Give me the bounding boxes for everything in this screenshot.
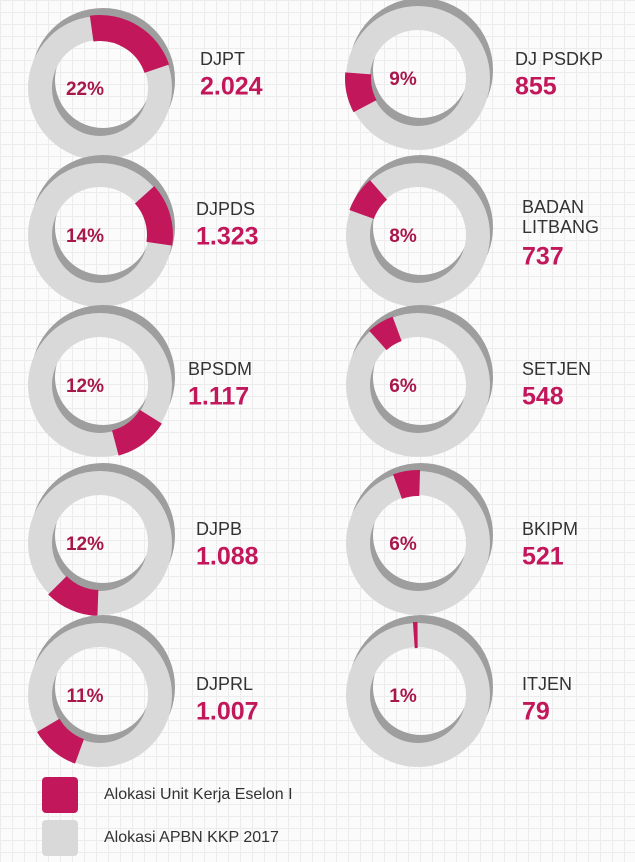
legend-swatch (42, 820, 78, 856)
unit-name: BPSDM (188, 359, 252, 379)
donut-segment (111, 409, 162, 456)
unit-amount: 548 (522, 383, 564, 411)
donut-segment (369, 316, 403, 351)
legend-label: Alokasi Unit Kerja Eselon I (104, 786, 293, 803)
unit-name: DJPT (200, 49, 245, 69)
donut-segment (349, 180, 388, 220)
unit-amount: 79 (522, 698, 550, 726)
donut-track (28, 471, 172, 615)
donut-segment (89, 15, 170, 74)
donut-segment (37, 718, 85, 764)
unit-name: SETJEN (522, 359, 591, 379)
unit-name: ITJEN (522, 674, 572, 694)
unit-name: DJPB (196, 519, 242, 539)
unit-amount: 855 (515, 73, 557, 101)
donut-track (346, 313, 490, 457)
unit-amount: 1.088 (196, 543, 259, 571)
percent-label: 9% (389, 69, 417, 90)
donut-track (346, 163, 490, 307)
percent-label: 12% (66, 534, 104, 555)
percent-label: 11% (67, 686, 104, 707)
percent-label: 14% (66, 226, 104, 247)
unit-name: BADAN LITBANG (522, 197, 599, 237)
unit-amount: 1.323 (196, 223, 259, 251)
donut-track (346, 623, 490, 767)
percent-label: 1% (389, 686, 417, 707)
unit-name: BKIPM (522, 519, 578, 539)
donut-track (28, 313, 172, 457)
percent-label: 6% (389, 534, 417, 555)
percent-label: 22% (66, 79, 104, 100)
percent-label: 6% (389, 376, 417, 397)
unit-amount: 1.117 (188, 383, 249, 411)
unit-name: DJPDS (196, 199, 255, 219)
donut-segment (393, 470, 421, 500)
percent-label: 8% (389, 226, 417, 247)
unit-name: DJ PSDKP (515, 49, 603, 69)
unit-amount: 1.007 (196, 698, 259, 726)
donut-segment (134, 186, 173, 246)
donut-segment (345, 72, 377, 113)
unit-name: DJPRL (196, 674, 253, 694)
legend-label: Alokasi APBN KKP 2017 (104, 829, 279, 846)
legend-swatch (42, 777, 78, 813)
unit-amount: 737 (522, 243, 564, 271)
unit-amount: 521 (522, 543, 564, 571)
donut-track (28, 623, 172, 767)
donut-segment (48, 575, 99, 616)
percent-label: 12% (66, 376, 104, 397)
unit-amount: 2.024 (200, 73, 263, 101)
